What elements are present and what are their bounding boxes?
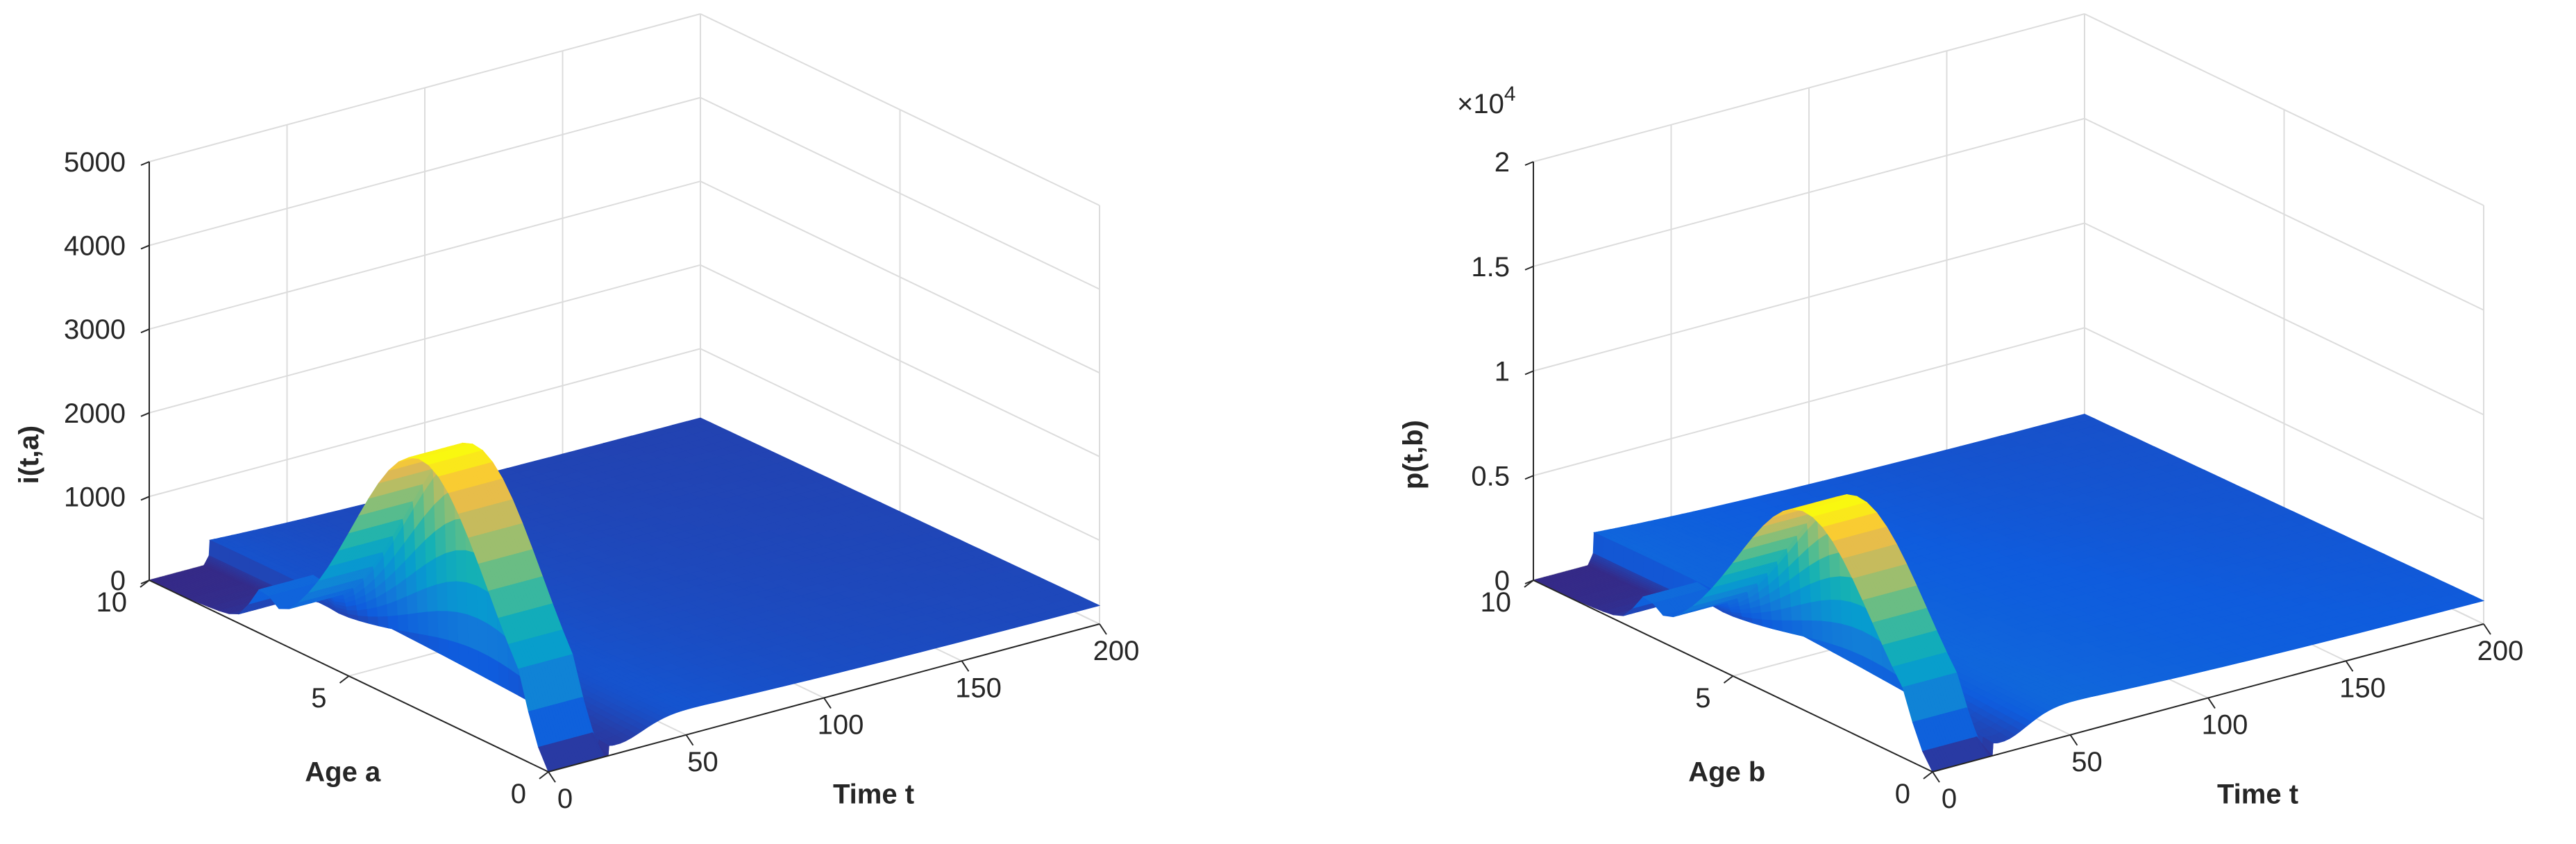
surface bbox=[1532, 414, 2485, 773]
z-tick-label: 1.5 bbox=[1471, 252, 1510, 282]
axes: 0501001502000510010002000300040005000Tim… bbox=[14, 147, 1139, 814]
x-tick-label: 200 bbox=[1093, 636, 1140, 666]
z-axis-label: p(t,b) bbox=[1398, 420, 1429, 489]
z-tick-label: 1000 bbox=[64, 482, 126, 512]
x-tick-label: 150 bbox=[955, 673, 1002, 703]
x-axis-label: Time t bbox=[2217, 779, 2298, 810]
x-axis-label: Time t bbox=[833, 779, 914, 810]
x-tick-label: 0 bbox=[1942, 784, 1957, 814]
z-tick-label: 0.5 bbox=[1471, 461, 1510, 491]
surface bbox=[148, 417, 1101, 773]
z-tick-label: 0 bbox=[110, 566, 126, 596]
y-tick-label: 0 bbox=[511, 779, 526, 809]
z-axis-label: i(t,a) bbox=[14, 425, 44, 484]
z-tick-label: 5000 bbox=[64, 147, 126, 178]
z-tick-label: 3000 bbox=[64, 314, 126, 345]
y-axis-label: Age b bbox=[1688, 757, 1765, 787]
z-exponent-label: ×104 bbox=[1457, 83, 1516, 119]
x-tick-label: 100 bbox=[818, 710, 864, 741]
y-tick-label: 5 bbox=[1695, 683, 1710, 714]
z-tick-label: 2000 bbox=[64, 398, 126, 429]
x-tick-label: 100 bbox=[2202, 710, 2248, 741]
z-tick-label: 1 bbox=[1495, 357, 1510, 387]
y-axis-label: Age a bbox=[305, 757, 381, 787]
surface-plot-infected: 0501001502000510010002000300040005000Tim… bbox=[14, 13, 1139, 814]
y-tick-label: 5 bbox=[311, 683, 326, 714]
x-tick-label: 50 bbox=[687, 747, 718, 777]
x-tick-label: 200 bbox=[2477, 636, 2524, 666]
y-tick-label: 10 bbox=[96, 587, 128, 618]
z-tick-label: 4000 bbox=[64, 231, 126, 262]
y-tick-label: 0 bbox=[1895, 779, 1910, 809]
x-tick-label: 0 bbox=[557, 784, 573, 814]
x-tick-label: 50 bbox=[2071, 747, 2103, 777]
z-tick-label: 2 bbox=[1495, 147, 1510, 178]
z-tick-label: 0 bbox=[1495, 566, 1510, 596]
x-tick-label: 150 bbox=[2339, 673, 2386, 703]
y-tick-label: 10 bbox=[1481, 587, 1512, 618]
